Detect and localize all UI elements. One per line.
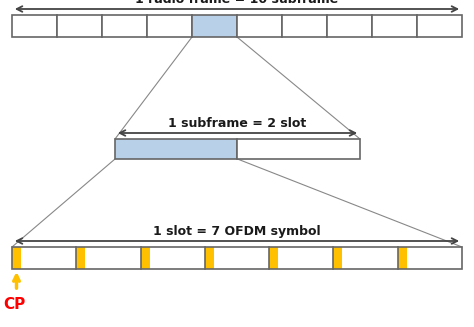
Bar xyxy=(12,15,57,37)
Bar xyxy=(12,247,21,269)
Bar xyxy=(192,15,237,37)
Bar xyxy=(417,15,462,37)
Bar xyxy=(150,247,205,269)
Bar xyxy=(269,247,278,269)
Text: 1 radio frame = 10 subframe: 1 radio frame = 10 subframe xyxy=(136,0,338,6)
Bar xyxy=(85,247,141,269)
Bar xyxy=(282,15,327,37)
Bar xyxy=(342,247,398,269)
Bar xyxy=(12,247,462,269)
Text: CP: CP xyxy=(3,297,26,312)
Bar xyxy=(237,15,282,37)
Bar xyxy=(327,15,372,37)
Bar xyxy=(76,247,85,269)
Bar xyxy=(278,247,333,269)
Bar xyxy=(147,15,192,37)
Bar xyxy=(102,15,147,37)
Bar xyxy=(237,139,360,159)
Bar xyxy=(115,139,237,159)
Bar xyxy=(407,247,462,269)
Bar xyxy=(57,15,102,37)
Text: 1 slot = 7 OFDM symbol: 1 slot = 7 OFDM symbol xyxy=(153,225,321,238)
Bar xyxy=(141,247,150,269)
Text: 1 subframe = 2 slot: 1 subframe = 2 slot xyxy=(168,117,307,130)
Bar xyxy=(205,247,214,269)
Bar xyxy=(21,247,76,269)
Bar xyxy=(333,247,342,269)
Bar xyxy=(214,247,269,269)
Bar xyxy=(372,15,417,37)
Bar xyxy=(398,247,407,269)
